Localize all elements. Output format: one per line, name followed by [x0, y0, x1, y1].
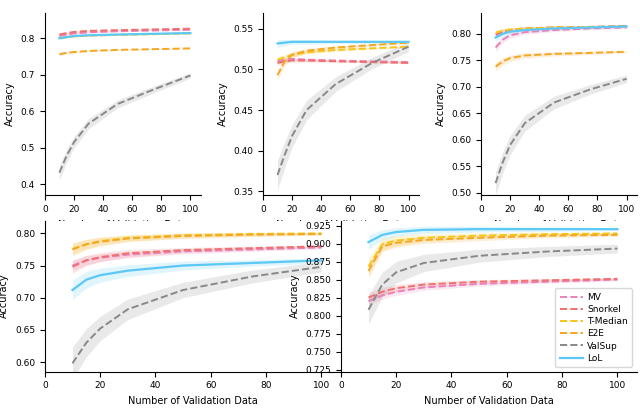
X-axis label: Number of Validation Data: Number of Validation Data	[424, 396, 554, 406]
Y-axis label: Accuracy: Accuracy	[290, 274, 300, 318]
Y-axis label: Accuracy: Accuracy	[436, 81, 445, 126]
Legend: MV, Snorkel, T-Median, E2E, ValSup, LoL: MV, Snorkel, T-Median, E2E, ValSup, LoL	[556, 289, 632, 367]
X-axis label: Number of Validation Data: Number of Validation Data	[128, 396, 258, 406]
Y-axis label: Accuracy: Accuracy	[218, 81, 227, 126]
Y-axis label: Accuracy: Accuracy	[0, 274, 10, 318]
Y-axis label: Accuracy: Accuracy	[5, 81, 15, 126]
X-axis label: Number of Validation Data: Number of Validation Data	[494, 220, 624, 230]
X-axis label: Number of Validation Data: Number of Validation Data	[276, 220, 406, 230]
X-axis label: Number of Validation Data: Number of Validation Data	[58, 220, 188, 230]
